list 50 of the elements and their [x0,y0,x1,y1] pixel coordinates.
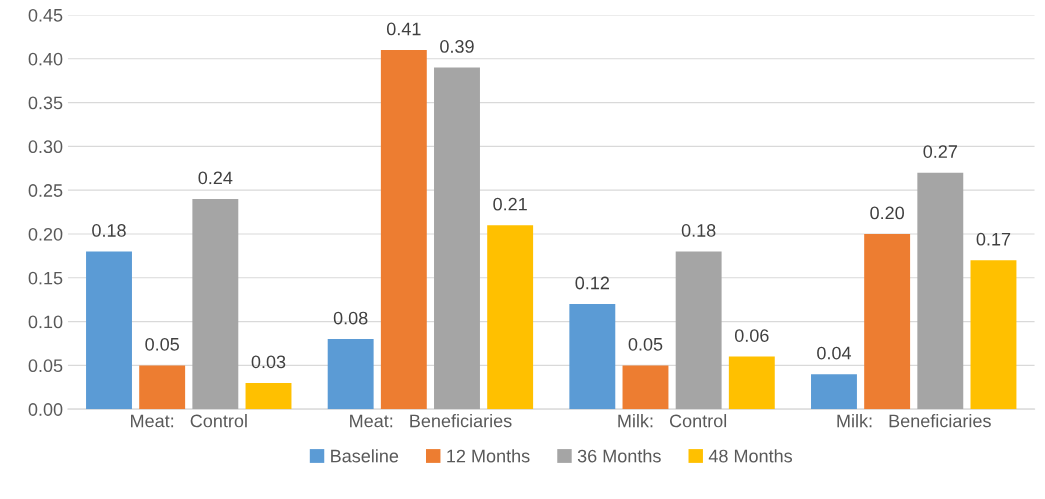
y-tick-label: 0.20 [28,227,63,241]
data-label: 0.12 [575,276,609,290]
bar [380,50,427,410]
data-label: 0.06 [734,329,769,342]
bar [192,198,239,410]
data-label: 0.08 [333,311,368,325]
legend-label: 48 Months [708,449,793,463]
legend-label: 36 Months [577,449,661,463]
bar [675,251,722,410]
data-label: 0.39 [440,40,474,53]
legend-label: Baseline [331,449,399,463]
legend-label: 12 Months [447,449,530,463]
bar [622,365,669,410]
bar [487,225,534,410]
bar [864,233,911,410]
y-tick-label: 0.35 [28,96,63,110]
data-label: 0.18 [92,224,126,237]
data-label: 0.03 [251,355,286,369]
data-label: 0.20 [870,206,905,220]
y-tick-label: 0.00 [28,403,63,416]
bar [434,67,480,410]
x-tick-label: Meat: Beneficiaries [350,414,512,428]
bar [139,365,186,410]
bar [245,382,292,410]
data-label: 0.24 [198,171,233,185]
data-label: 0.05 [145,337,179,351]
data-label: 0.21 [493,197,527,211]
x-tick-label: Milk: Control [618,414,727,428]
bar [86,251,132,410]
y-tick-label: 0.15 [28,271,63,285]
data-label: 0.41 [386,22,421,36]
x-tick-label: Meat: Control [131,414,247,428]
y-tick-label: 0.45 [28,8,63,22]
data-label: 0.27 [923,145,957,158]
y-tick-label: 0.25 [28,184,63,197]
bar [728,356,775,410]
bar [970,260,1017,410]
data-label: 0.05 [628,337,663,351]
bar [569,304,616,410]
y-tick-label: 0.40 [28,52,63,66]
bar [327,339,374,410]
x-tick-label: Milk: Beneficiaries [837,414,991,428]
bar [917,172,964,410]
data-label: 0.17 [976,232,1011,246]
y-tick-label: 0.30 [28,140,63,154]
data-label: 0.18 [681,224,716,237]
y-tick-label: 0.10 [28,315,63,329]
bar [811,374,857,410]
data-label: 0.04 [817,346,852,360]
y-tick-label: 0.05 [28,359,63,373]
